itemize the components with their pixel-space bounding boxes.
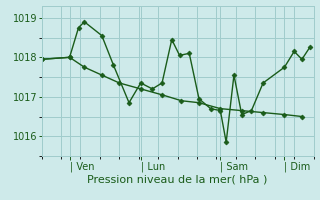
- X-axis label: Pression niveau de la mer( hPa ): Pression niveau de la mer( hPa ): [87, 175, 268, 185]
